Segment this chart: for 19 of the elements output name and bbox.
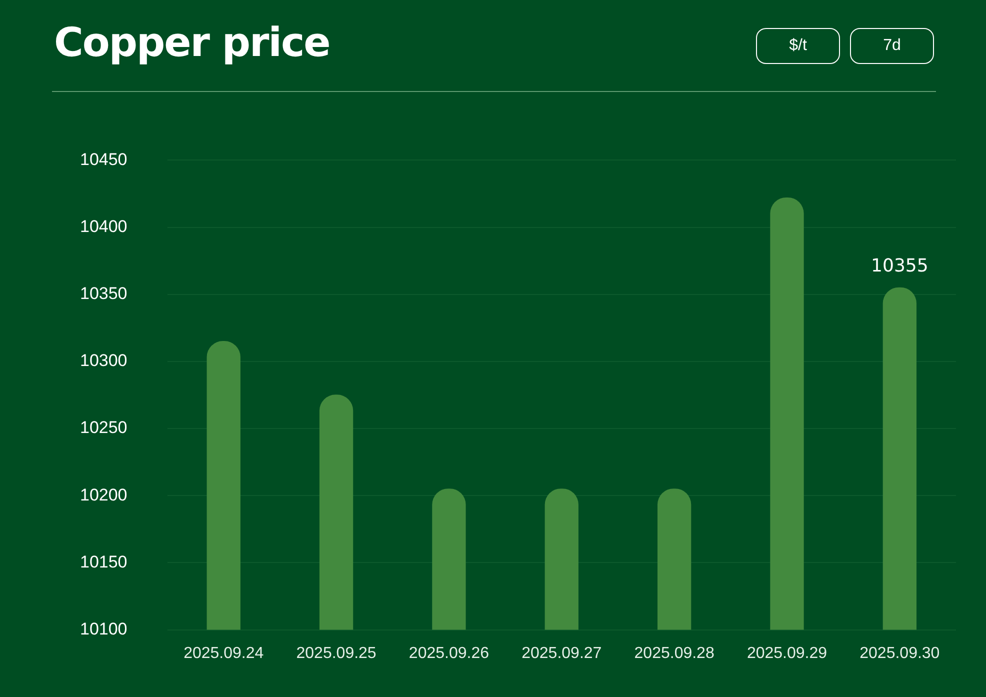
data-label: 10355 xyxy=(871,255,928,276)
x-tick-label: 2025.09.28 xyxy=(634,644,714,662)
x-tick-label: 2025.09.26 xyxy=(408,644,490,662)
y-tick-label: 10400 xyxy=(80,216,128,236)
text: 7d xyxy=(850,28,934,64)
text: $/t xyxy=(756,28,840,64)
y-tick-label: 10200 xyxy=(80,485,128,504)
y-tick-label: 10150 xyxy=(80,552,128,572)
y-tick-label: 10350 xyxy=(80,284,128,304)
chart-title: Copper price xyxy=(54,20,330,66)
y-tick-label: 10250 xyxy=(80,418,128,438)
y-tick-label: 10300 xyxy=(80,351,128,370)
x-tick-label: 2025.09.24 xyxy=(184,644,264,662)
x-tick-label: 2025.09.25 xyxy=(296,644,376,662)
x-tick-label: 2025.09.29 xyxy=(746,644,828,662)
x-tick-label: 2025.09.30 xyxy=(860,644,940,662)
y-tick-label: 10100 xyxy=(80,619,128,638)
y-tick-label: 10450 xyxy=(80,150,128,169)
x-tick-label: 2025.09.27 xyxy=(522,644,602,662)
